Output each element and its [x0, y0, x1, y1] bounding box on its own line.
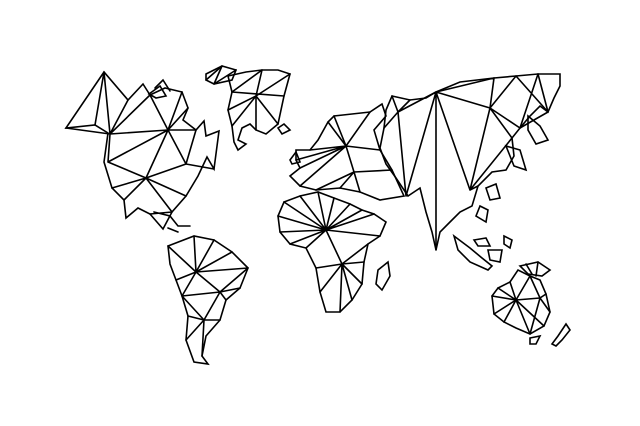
south-america-polygon-1: [167, 235, 249, 366]
europe-polygon-1: [288, 102, 406, 201]
new-zealand-polygon-1: [550, 322, 571, 347]
indonesia-polygon-5: [518, 261, 552, 277]
madagascar-polygon-1: [375, 260, 391, 292]
iceland-polygon-2: [205, 65, 237, 85]
europe-polygon-3: [276, 122, 292, 136]
region-europe: [276, 102, 406, 201]
region-asia: [379, 73, 561, 251]
region-africa: [277, 191, 387, 313]
australia-polygon-3: [529, 334, 542, 345]
north-america-polygon-1: [64, 70, 220, 231]
region-north-america: [64, 70, 220, 233]
indonesia-polygon-4: [503, 234, 513, 250]
north-america-polygon-3: [147, 84, 191, 233]
europe-polygon-4: [289, 150, 302, 165]
australia-polygon-1: [491, 268, 551, 335]
indonesia-polygon-1: [452, 233, 494, 271]
region-indonesia: [452, 233, 552, 277]
south-america-polygon-2: [167, 235, 249, 357]
region-south-america: [167, 235, 249, 366]
north-america-polygon-2: [65, 71, 215, 215]
region-madagascar: [375, 260, 391, 292]
asia-polygon-6: [475, 204, 489, 224]
indonesia-polygon-3: [487, 249, 503, 263]
europe-polygon-2: [295, 111, 393, 193]
north-america-polygon-4: [154, 78, 171, 92]
asia-polygon-5: [485, 182, 502, 201]
africa-polygon-1: [277, 191, 387, 313]
asia-polygon-4: [527, 114, 550, 145]
africa-polygon-2: [277, 191, 381, 313]
asia-polygon-1: [379, 73, 561, 251]
indonesia-polygon-6: [525, 261, 539, 277]
region-greenland: [227, 69, 291, 152]
greenland-polygon-2: [227, 69, 291, 131]
australia-polygon-2: [491, 275, 551, 335]
region-new-zealand: [550, 322, 571, 347]
indonesia-polygon-2: [472, 237, 492, 247]
region-iceland: [205, 65, 238, 85]
asia-polygon-3: [504, 144, 528, 172]
region-australia: [491, 268, 551, 345]
